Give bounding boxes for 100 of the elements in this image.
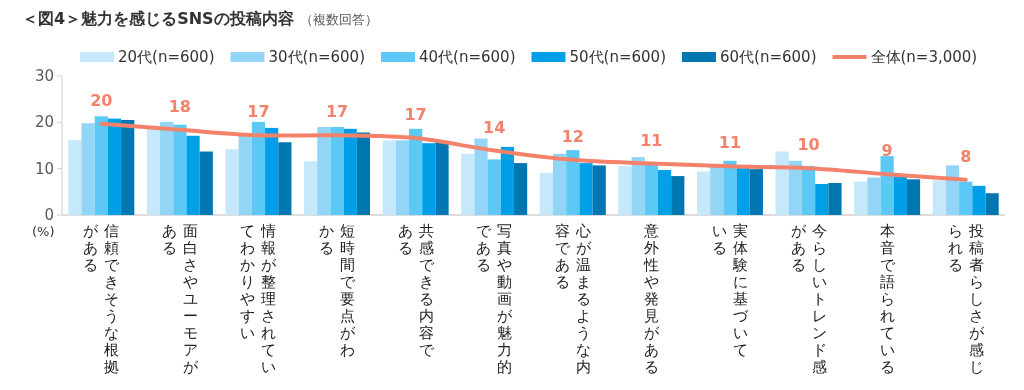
bar xyxy=(828,183,842,215)
bar xyxy=(749,169,763,215)
bar xyxy=(160,121,174,215)
bar xyxy=(959,181,973,215)
category-label: 投稿者らしさが感じられる xyxy=(947,222,984,376)
bar xyxy=(107,118,122,215)
bar xyxy=(618,165,632,215)
category-label: 本音で語られている xyxy=(879,222,895,376)
category-label: 信頼できそうな根拠がある xyxy=(83,222,120,376)
bar xyxy=(854,181,868,215)
category-label: 意外性や発見がある xyxy=(643,222,659,376)
bar xyxy=(251,121,266,215)
category-label: 面白さやユーモアがある xyxy=(161,222,198,376)
data-label: 20 xyxy=(90,90,113,110)
data-label: 17 xyxy=(247,102,270,122)
y-tick-label: 0 xyxy=(44,206,54,224)
bar xyxy=(644,162,658,215)
bar xyxy=(199,151,213,215)
bar xyxy=(631,157,645,215)
category-label: 共感できる内容である xyxy=(397,222,434,359)
bar xyxy=(356,132,371,215)
legend-item: 60代(n=600) xyxy=(682,48,817,66)
category-label: 実体験に基づいている xyxy=(711,222,748,359)
y-axis-title: (%) xyxy=(32,224,55,239)
bar xyxy=(186,135,200,215)
legend-item: 30代(n=600) xyxy=(230,48,365,66)
bar xyxy=(422,143,436,215)
bar xyxy=(945,165,960,215)
bar xyxy=(867,177,881,215)
legend-item: 40代(n=600) xyxy=(381,48,516,66)
bar xyxy=(539,172,553,215)
bar xyxy=(121,120,135,215)
bar xyxy=(343,128,357,215)
data-label: 14 xyxy=(483,117,506,137)
data-label: 17 xyxy=(325,102,349,122)
y-tick-label: 10 xyxy=(34,159,54,178)
data-label: 18 xyxy=(168,96,192,116)
bar xyxy=(330,126,344,215)
bar xyxy=(579,163,593,215)
bar xyxy=(906,179,921,215)
bar xyxy=(566,150,580,215)
bar xyxy=(317,126,331,215)
bar xyxy=(514,163,528,215)
bar xyxy=(278,142,292,215)
bar xyxy=(474,138,488,215)
bar xyxy=(225,149,239,215)
bar xyxy=(304,161,318,215)
data-label: 17 xyxy=(404,105,427,125)
bar xyxy=(880,156,894,215)
category-label: 情報が整理されていてわかりやすい xyxy=(240,222,277,376)
bar xyxy=(238,134,252,215)
bar xyxy=(500,146,515,215)
bar xyxy=(68,139,82,215)
bar xyxy=(435,140,449,215)
bar xyxy=(395,140,410,215)
category-label: 写真や動画が魅力的である xyxy=(476,222,513,376)
legend-item: 50代(n=600) xyxy=(531,48,666,66)
bar xyxy=(461,153,475,215)
bar xyxy=(893,176,907,215)
bar xyxy=(265,127,279,215)
data-label: 11 xyxy=(640,130,663,150)
bar xyxy=(552,153,567,215)
chart-title: ＜図4＞魅力を感じるSNSの投稿内容 xyxy=(22,9,294,28)
bar xyxy=(736,168,750,215)
bar xyxy=(94,116,108,215)
data-label: 10 xyxy=(797,135,820,155)
bar xyxy=(723,160,737,215)
bar xyxy=(173,124,187,215)
bar xyxy=(146,126,161,215)
bar xyxy=(801,165,816,215)
bar xyxy=(788,160,802,215)
bar xyxy=(409,128,423,215)
legend-label: 30代(n=600) xyxy=(268,48,365,66)
bar xyxy=(81,123,95,215)
bar xyxy=(932,180,946,215)
y-tick-label: 20 xyxy=(34,113,54,132)
legend-item: 20代(n=600) xyxy=(80,48,215,66)
bar xyxy=(671,176,685,215)
category-label: 今らしいトレンド感がある xyxy=(790,222,827,376)
bar xyxy=(815,183,829,215)
data-label: 8 xyxy=(960,146,972,166)
bar xyxy=(657,170,672,215)
legend-label: 40代(n=600) xyxy=(419,48,516,66)
legend-item: 全体(n=3,000) xyxy=(832,48,978,66)
legend-label: 60代(n=600) xyxy=(720,48,817,66)
chart-subtitle: （複数回答） xyxy=(299,12,378,27)
category-label: 短時間で要点がわかる xyxy=(319,222,356,359)
data-label: 11 xyxy=(718,133,742,153)
bar xyxy=(775,151,789,215)
bar xyxy=(382,140,396,215)
legend-label: 50代(n=600) xyxy=(569,48,666,66)
data-label: 12 xyxy=(561,126,584,146)
bar xyxy=(985,193,999,215)
bar xyxy=(972,185,986,215)
bar xyxy=(592,165,606,215)
bar xyxy=(710,165,724,215)
y-tick-label: 30 xyxy=(34,67,54,85)
data-label: 9 xyxy=(881,141,893,161)
legend-label: 20代(n=600) xyxy=(118,48,215,66)
bar xyxy=(696,171,711,215)
